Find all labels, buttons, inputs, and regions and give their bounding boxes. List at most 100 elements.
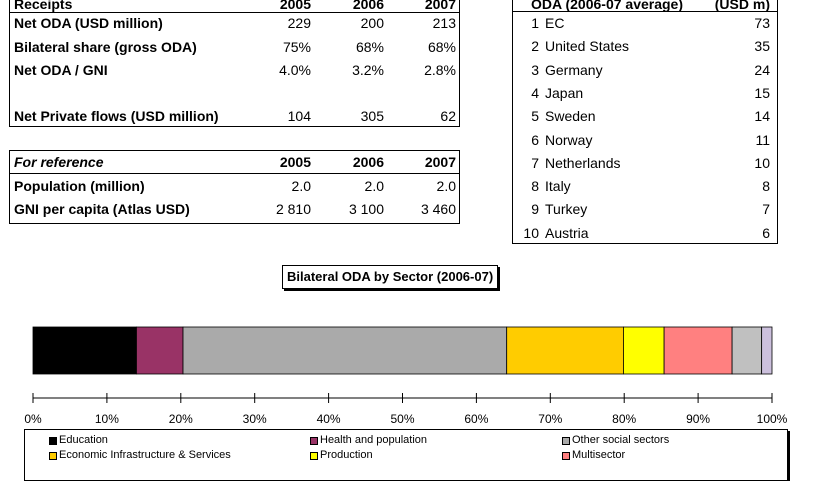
reference-year-2006: 2006: [352, 154, 384, 170]
legend-swatch: [310, 437, 318, 445]
legend-swatch: [562, 437, 570, 445]
donor-value: 35: [754, 38, 770, 55]
donor-name: Turkey: [545, 201, 588, 218]
donor-row: 3 Germany 24: [513, 59, 777, 82]
x-tick-label: 30%: [243, 412, 267, 425]
row-value: 2.0: [291, 178, 311, 194]
donor-rank: 3: [531, 61, 539, 78]
donor-value: 7: [762, 201, 770, 218]
donor-name: Italy: [545, 178, 571, 195]
legend-swatch: [310, 452, 318, 460]
x-tick-label: 10%: [95, 412, 119, 425]
x-tick-label: 20%: [169, 412, 193, 425]
bar-segment-3: [182, 326, 508, 375]
receipts-year-2005: 2005: [279, 0, 311, 12]
bar-segment-2: [136, 326, 184, 375]
donors-header-row: ODA (2006-07 average) (USD m): [513, 0, 777, 16]
chart-title: Bilateral ODA by Sector (2006-07): [282, 265, 499, 289]
bar-segment-5: [623, 326, 665, 375]
reference-header-label: For reference: [14, 154, 104, 170]
row-label: Net Private flows (USD million): [14, 108, 219, 124]
donors-header-unit: (USD m): [714, 0, 770, 12]
reference-year-2007: 2007: [424, 154, 456, 170]
row-label: Net ODA / GNI: [14, 62, 108, 78]
x-axis-ticks: 0% 10% 20% 30% 40% 50% 60% 70% 80% 90% 100%: [24, 393, 788, 425]
receipts-row-bilateral-share: Bilateral share (gross ODA) 75% 68% 68%: [10, 36, 459, 58]
bar-segment-7: [731, 326, 763, 375]
row-label: Bilateral share (gross ODA): [14, 39, 197, 55]
chart-legend: Education Health and population Other soci…: [24, 429, 788, 481]
row-value: 62: [440, 108, 456, 124]
receipts-row-oda-gni: Net ODA / GNI 4.0% 3.2% 2.8%: [10, 59, 459, 81]
receipts-year-2006: 2006: [352, 0, 384, 12]
donor-value: 8: [762, 178, 770, 195]
x-tick-label: 60%: [464, 412, 488, 425]
receipts-year-2007: 2007: [424, 0, 456, 12]
row-value: 4.0%: [279, 62, 311, 78]
donor-row: 6 Norway 11: [513, 129, 777, 152]
donor-row: 8 Italy 8: [513, 175, 777, 198]
bar-segment-1: [32, 326, 137, 375]
row-value: 229: [287, 15, 311, 31]
donor-name: United States: [545, 38, 630, 55]
donor-value: 73: [754, 15, 770, 31]
donor-row: 4 Japan 15: [513, 82, 777, 105]
receipts-row-net-oda: Net ODA (USD million) 229 200 213: [10, 12, 459, 34]
x-tick-label: 70%: [538, 412, 562, 425]
row-value: 75%: [282, 39, 311, 55]
x-tick-label: 100%: [757, 412, 788, 425]
row-value: 2.0: [436, 178, 456, 194]
donor-value: 24: [754, 61, 770, 78]
reference-header-divider: [10, 173, 459, 174]
legend-label: Health and population: [320, 434, 428, 446]
legend-swatch: [562, 452, 570, 460]
donor-name: Sweden: [545, 108, 596, 125]
donor-value: 15: [754, 84, 770, 101]
legend-swatch: [49, 437, 57, 445]
donor-name: Austria: [545, 224, 589, 241]
row-value: 305: [360, 108, 384, 124]
donor-name: Netherlands: [545, 154, 621, 171]
row-value: 2.0: [364, 178, 384, 194]
donor-rank: 8: [531, 178, 539, 195]
donor-row: 9 Turkey 7: [513, 198, 777, 221]
donors-header-label: ODA (2006-07 average): [531, 0, 684, 12]
row-value: 3 100: [348, 201, 384, 217]
donor-name: Norway: [545, 131, 593, 148]
donor-rank: 5: [531, 108, 539, 125]
bar-segments: [32, 326, 773, 375]
receipts-table: Receipts 2005 2006 2007 Net ODA (USD mil…: [9, 0, 460, 127]
donor-row: 1 EC 73: [513, 12, 777, 35]
reference-row-population: Population (million) 2.0 2.0 2.0: [10, 175, 459, 197]
donor-value: 11: [755, 131, 770, 148]
legend-label: Other social sectors: [572, 434, 670, 446]
row-value: 213: [432, 15, 456, 31]
receipts-header-label: Receipts: [14, 0, 73, 12]
donor-value: 6: [762, 224, 770, 241]
legend-swatch: [49, 452, 57, 460]
donor-row: 5 Sweden 14: [513, 105, 777, 128]
receipts-header-divider: [10, 12, 459, 13]
donor-rank: 10: [523, 224, 539, 241]
legend-label: Education: [59, 434, 108, 446]
legend-label: Economic Infrastructure & Services: [59, 449, 231, 461]
row-value: 2 810: [275, 201, 311, 217]
sector-bar-chart: 0% 10% 20% 30% 40% 50% 60% 70% 80% 90% 100%: [24, 326, 788, 425]
top-donors-table: ODA (2006-07 average) (USD m) 1 EC 73 2 Unit…: [512, 0, 778, 244]
donor-rank: 4: [531, 84, 539, 101]
reference-year-2005: 2005: [279, 154, 311, 170]
bar-segment-6: [663, 326, 733, 375]
donor-name: Germany: [545, 61, 603, 78]
donor-name: Japan: [545, 84, 584, 101]
row-value: 68%: [427, 39, 456, 55]
row-value: 104: [287, 108, 311, 124]
donor-name: EC: [545, 15, 565, 31]
bar-segment-8: [761, 326, 773, 375]
donor-value: 10: [754, 154, 770, 171]
row-value: 3 460: [420, 201, 456, 217]
legend-label: Production: [320, 449, 373, 461]
reference-header-row: For reference 2005 2006 2007: [10, 151, 459, 173]
row-label: Net ODA (USD million): [14, 15, 163, 31]
row-value: 3.2%: [352, 62, 384, 78]
bar-segment-4: [506, 326, 624, 375]
